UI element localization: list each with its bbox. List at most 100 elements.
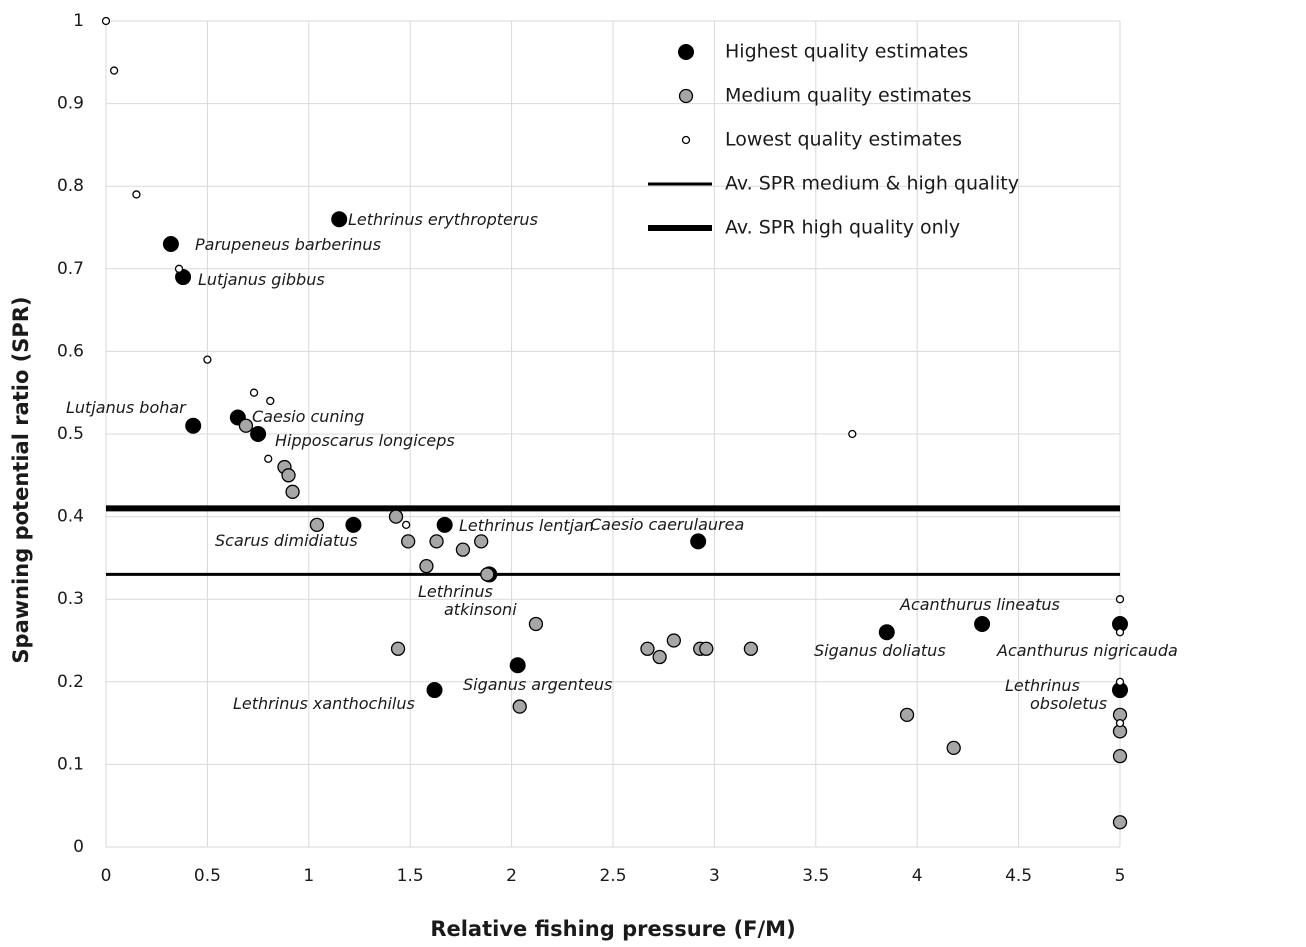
data-point <box>743 641 759 656</box>
annotation: Lethrinus erythropterus <box>348 210 538 229</box>
data-point <box>162 236 179 253</box>
data-point <box>390 641 406 656</box>
x-tick-label: 0 <box>101 866 112 886</box>
y-tick-label: 0.7 <box>57 259 84 279</box>
legend-label: Medium quality estimates <box>725 85 972 107</box>
data-point <box>174 264 184 273</box>
data-point <box>185 417 202 434</box>
y-tick-label: 0.3 <box>57 589 84 609</box>
x-tick-label: 4.5 <box>1005 866 1032 886</box>
data-point <box>509 657 526 674</box>
data-point <box>238 418 254 433</box>
data-point <box>285 484 300 499</box>
data-point <box>264 454 273 463</box>
data-point <box>132 190 141 199</box>
data-point <box>331 211 348 228</box>
annotation: Acanthurus nigricauda <box>996 641 1178 660</box>
data-point <box>690 533 707 550</box>
data-point <box>203 355 212 364</box>
data-point <box>109 66 119 75</box>
data-point <box>401 534 416 549</box>
y-tick-label: 0 <box>73 837 84 857</box>
x-tick-label: 4 <box>912 866 923 886</box>
y-tick-label: 0.1 <box>57 754 84 774</box>
x-tick-label: 3.5 <box>802 866 829 886</box>
annotation: Lutjanus bohar <box>66 398 187 417</box>
annotation: Lethrinus <box>1005 676 1080 695</box>
data-point <box>512 699 527 714</box>
data-point <box>1115 677 1125 686</box>
data-point <box>1115 595 1125 604</box>
data-point <box>101 16 111 26</box>
data-point <box>388 509 404 524</box>
legend-label: Av. SPR high quality only <box>725 217 960 239</box>
data-point <box>426 682 443 699</box>
annotation: Caesio caerulaurea <box>590 515 744 534</box>
data-point <box>974 615 991 632</box>
data-point <box>1115 718 1125 728</box>
annotation: Lethrinus xanthochilus <box>233 694 415 713</box>
data-point <box>266 396 275 406</box>
data-point <box>1115 628 1125 637</box>
annotation: Scarus dimidiatus <box>215 531 358 550</box>
y-tick-label: 0.6 <box>57 341 84 361</box>
y-axis-label: Spawning potential ratio (SPR) <box>9 296 33 663</box>
data-point <box>249 388 259 397</box>
data-point <box>528 616 544 632</box>
legend-label: Lowest quality estimates <box>725 129 962 151</box>
y-tick-label: 1 <box>73 11 84 31</box>
annotation: Siganus argenteus <box>463 675 612 694</box>
x-tick-label: 2.5 <box>599 866 626 886</box>
data-point <box>281 468 296 483</box>
data-point <box>878 624 895 641</box>
data-point <box>699 641 714 656</box>
annotation: Lethrinus lentjan <box>459 516 594 535</box>
data-point <box>1112 615 1128 632</box>
data-point <box>455 542 471 557</box>
y-tick-label: 0.9 <box>57 94 84 114</box>
annotation: Lethrinus <box>418 582 493 601</box>
data-point <box>429 534 444 549</box>
annotation: Parupeneus barberinus <box>195 235 381 254</box>
annotation: Siganus doliatus <box>814 641 946 660</box>
data-point <box>652 649 667 665</box>
data-point <box>1112 815 1128 830</box>
annotation: Acanthurus lineatus <box>899 595 1060 614</box>
y-tick-label: 0.4 <box>57 507 84 527</box>
legend-label: Highest quality estimates <box>725 41 968 63</box>
y-tick-label: 0.5 <box>57 424 84 444</box>
data-point <box>175 269 192 286</box>
data-point <box>946 740 961 756</box>
data-point <box>848 429 857 439</box>
annotation: Lutjanus gibbus <box>198 270 325 289</box>
data-point <box>474 534 489 549</box>
data-point <box>436 516 453 533</box>
data-point <box>401 520 411 530</box>
data-point <box>419 559 434 574</box>
data-point <box>899 707 915 722</box>
annotation: atkinsoni <box>444 600 517 619</box>
y-tick-label: 0.8 <box>57 176 84 196</box>
x-tick-label: 3 <box>709 866 720 886</box>
x-tick-label: 1 <box>303 866 314 886</box>
legend-marker <box>681 135 691 145</box>
legend-label: Av. SPR medium & high quality <box>725 173 1019 195</box>
x-axis-label: Relative fishing pressure (F/M) <box>430 917 795 941</box>
legend-marker <box>678 44 694 60</box>
data-point <box>640 641 655 656</box>
annotation: obsoletus <box>1030 694 1107 713</box>
data-point <box>480 567 495 582</box>
data-point <box>666 633 681 648</box>
x-tick-label: 1.5 <box>397 866 424 886</box>
y-tick-label: 0.2 <box>57 672 84 692</box>
data-point <box>1112 682 1128 699</box>
data-point <box>345 516 362 533</box>
legend-marker <box>678 88 694 104</box>
annotation: Hipposcarus longiceps <box>275 431 455 450</box>
data-point <box>250 426 267 442</box>
x-tick-label: 5 <box>1115 866 1126 886</box>
annotation: Caesio cuning <box>252 407 364 426</box>
data-point <box>309 517 325 533</box>
data-point <box>1112 748 1128 764</box>
